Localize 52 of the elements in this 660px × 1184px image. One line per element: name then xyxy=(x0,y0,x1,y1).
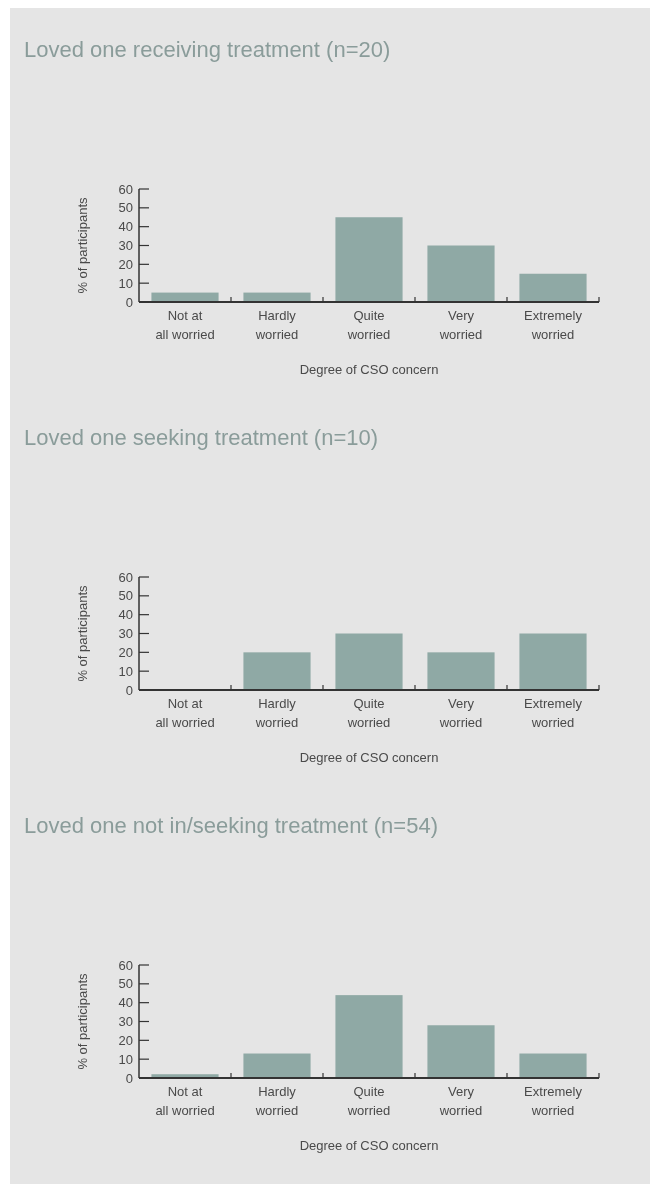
y-tick-label: 60 xyxy=(118,957,133,973)
x-tick-label: Hardly worried xyxy=(254,1084,299,1118)
x-axis-title: Degree of CSO concern xyxy=(299,1138,439,1153)
x-tick-label: Quite worried xyxy=(346,1084,391,1118)
bar xyxy=(335,995,403,1078)
y-tick-label: 50 xyxy=(118,200,133,216)
chart-title: Loved one seeking treatment (n=10) xyxy=(24,425,379,450)
bar xyxy=(243,1053,311,1078)
x-tick-label: Not at all worried xyxy=(155,308,215,342)
y-tick-label: 60 xyxy=(118,181,133,197)
y-tick-label: 30 xyxy=(118,1014,133,1030)
bar xyxy=(519,1053,587,1078)
bar xyxy=(427,245,495,302)
y-tick-label: 40 xyxy=(118,995,133,1011)
y-tick-label: 10 xyxy=(118,663,133,679)
y-tick-label: 20 xyxy=(118,644,133,660)
y-axis-title: % of participants xyxy=(75,972,90,1070)
y-tick-label: 50 xyxy=(118,976,133,992)
y-axis-title: % of participants xyxy=(75,584,90,682)
y-tick-label: 0 xyxy=(125,1070,133,1086)
x-tick-label: Quite worried xyxy=(346,696,391,730)
y-tick-label: 10 xyxy=(118,275,133,291)
y-tick-label: 30 xyxy=(118,626,133,642)
bar xyxy=(519,273,587,302)
x-tick-label: Very worried xyxy=(438,308,483,342)
y-tick-label: 30 xyxy=(118,238,133,254)
y-axis-title: % of participants xyxy=(75,196,90,294)
bar xyxy=(427,1025,495,1078)
x-tick-label: Not at all worried xyxy=(155,1084,215,1118)
x-tick-label: Hardly worried xyxy=(254,696,299,730)
y-tick-label: 0 xyxy=(125,294,133,310)
x-tick-label: Extremely worried xyxy=(524,1084,583,1118)
x-axis-title: Degree of CSO concern xyxy=(299,362,439,377)
x-axis-title: Degree of CSO concern xyxy=(299,750,439,765)
x-tick-label: Quite worried xyxy=(346,308,391,342)
y-tick-label: 40 xyxy=(118,219,133,235)
y-tick-label: 20 xyxy=(118,1032,133,1048)
y-tick-label: 20 xyxy=(118,256,133,272)
x-tick-label: Not at all worried xyxy=(155,696,215,730)
x-tick-label: Very worried xyxy=(438,1084,483,1118)
y-tick-label: 10 xyxy=(118,1051,133,1067)
chart-title: Loved one receiving treatment (n=20) xyxy=(24,37,391,62)
chart-title: Loved one not in/seeking treatment (n=54) xyxy=(24,813,438,838)
y-tick-label: 50 xyxy=(118,588,133,604)
y-tick-label: 40 xyxy=(118,607,133,623)
x-tick-label: Very worried xyxy=(438,696,483,730)
bar xyxy=(335,217,403,302)
x-tick-label: Hardly worried xyxy=(254,308,299,342)
y-tick-label: 60 xyxy=(118,569,133,585)
x-tick-label: Extremely worried xyxy=(524,308,583,342)
x-tick-label: Extremely worried xyxy=(524,696,583,730)
y-tick-label: 0 xyxy=(125,682,133,698)
